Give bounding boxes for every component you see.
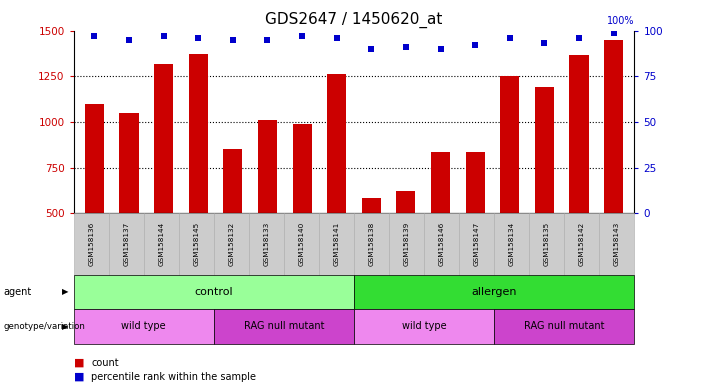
Text: ■: ■ [74,358,84,368]
Text: GSM158147: GSM158147 [474,222,479,266]
Point [504,35,515,41]
Bar [119,113,139,213]
Text: GSM158136: GSM158136 [88,222,94,266]
Point [262,37,273,43]
Point [89,33,100,39]
Bar [189,55,207,213]
Bar [292,124,312,213]
Text: GSM158139: GSM158139 [404,222,409,266]
Text: GSM158144: GSM158144 [158,222,164,266]
Text: allergen: allergen [472,287,517,297]
Text: wild type: wild type [121,321,166,331]
Text: GSM158143: GSM158143 [614,222,620,266]
Text: RAG null mutant: RAG null mutant [244,321,324,331]
Bar [465,152,484,213]
Point [193,35,204,41]
Point [123,37,135,43]
Point [400,44,411,50]
Text: wild type: wild type [402,321,447,331]
Bar [396,191,416,213]
Bar [362,198,381,213]
Text: ■: ■ [74,372,84,382]
Text: ▶: ▶ [62,322,68,331]
Text: control: control [194,287,233,297]
Bar [258,120,277,213]
Bar [431,152,450,213]
Point [297,33,308,39]
Text: GSM158135: GSM158135 [544,222,550,266]
Text: GSM158134: GSM158134 [509,222,515,266]
Point [608,30,619,36]
Text: ▶: ▶ [62,287,68,296]
Text: RAG null mutant: RAG null mutant [524,321,604,331]
Point [227,37,238,43]
Text: percentile rank within the sample: percentile rank within the sample [91,372,256,382]
Text: GSM158137: GSM158137 [123,222,129,266]
Point [470,42,481,48]
Bar [154,63,173,213]
Text: GSM158140: GSM158140 [299,222,304,266]
Bar [85,104,104,213]
Text: GSM158132: GSM158132 [229,222,234,266]
Point [331,35,342,41]
Text: count: count [91,358,118,368]
Bar [535,87,554,213]
Text: 100%: 100% [607,16,634,26]
Point [435,46,446,52]
Text: GSM158133: GSM158133 [264,222,269,266]
Text: agent: agent [4,287,32,297]
Text: genotype/variation: genotype/variation [4,322,86,331]
Title: GDS2647 / 1450620_at: GDS2647 / 1450620_at [265,12,443,28]
Text: GSM158142: GSM158142 [579,222,585,266]
Text: GSM158146: GSM158146 [439,222,444,266]
Text: GSM158138: GSM158138 [369,222,374,266]
Text: GSM158141: GSM158141 [334,222,339,266]
Point [366,46,377,52]
Point [158,33,169,39]
Text: GSM158145: GSM158145 [193,222,199,266]
Point [539,40,550,46]
Bar [604,40,623,213]
Bar [327,74,346,213]
Bar [501,76,519,213]
Bar [569,55,589,213]
Point [573,35,585,41]
Bar [224,149,243,213]
